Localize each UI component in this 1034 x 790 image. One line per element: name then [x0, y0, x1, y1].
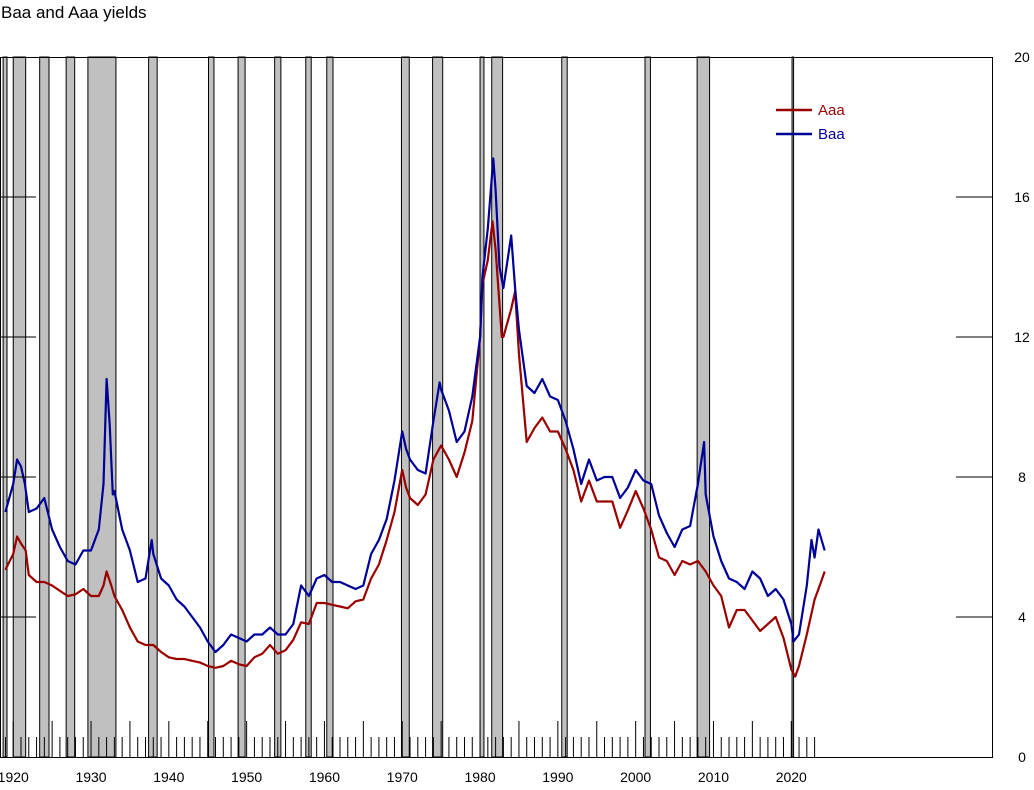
- year-rug-ticks: [4, 721, 816, 757]
- recession-band: [148, 56, 158, 758]
- recession-band: [208, 56, 215, 758]
- series-line-baa: [4, 157, 826, 654]
- recession-band: [791, 56, 795, 758]
- recession-band: [87, 56, 117, 758]
- recession-band: [644, 56, 651, 758]
- x-tick-label: 2020: [776, 769, 807, 785]
- recession-band: [479, 56, 485, 758]
- recession-band: [305, 56, 312, 758]
- recession-band: [400, 56, 410, 758]
- legend-label-baa: Baa: [818, 126, 845, 143]
- x-tick-label: 1930: [75, 769, 106, 785]
- recession-band: [696, 56, 711, 758]
- recession-band: [39, 56, 50, 758]
- chart-title: Baa and Aaa yields: [1, 3, 147, 22]
- x-tick-label: 1980: [464, 769, 495, 785]
- x-tick-label: 2010: [698, 769, 729, 785]
- y-tick-label: 12: [1014, 329, 1030, 345]
- x-tick-label: 1970: [387, 769, 418, 785]
- x-tick-label: 1950: [231, 769, 262, 785]
- series-line-aaa: [4, 220, 826, 678]
- axes: 1920 1930 1940 1950 1960 1970 1980 1990 2000 2010…: [0, 49, 1030, 785]
- recession-band: [326, 56, 334, 758]
- y-tick-label: 20: [1014, 49, 1030, 65]
- y-tick-label: 4: [1018, 609, 1026, 625]
- y-tick-label: 16: [1014, 189, 1030, 205]
- plot-frame: [0, 57, 993, 758]
- x-tick-label: 1960: [309, 769, 340, 785]
- recession-band: [65, 56, 76, 758]
- x-tick-label: 2000: [620, 769, 651, 785]
- recession-band: [561, 56, 568, 758]
- x-tick-label: 1940: [153, 769, 184, 785]
- series-lines: [4, 157, 826, 678]
- legend[interactable]: Aaa Baa: [776, 102, 845, 143]
- recession-band: [432, 56, 444, 758]
- recession-band: [237, 56, 246, 758]
- legend-label-aaa: Aaa: [818, 102, 845, 119]
- recession-shading: [2, 56, 795, 758]
- y-tick-label: 0: [1018, 749, 1026, 765]
- x-tick-label: 1990: [542, 769, 573, 785]
- y-tick-label: 8: [1018, 469, 1026, 485]
- x-tick-label: 1920: [0, 769, 29, 785]
- recession-band: [12, 56, 27, 758]
- recession-band: [2, 56, 8, 758]
